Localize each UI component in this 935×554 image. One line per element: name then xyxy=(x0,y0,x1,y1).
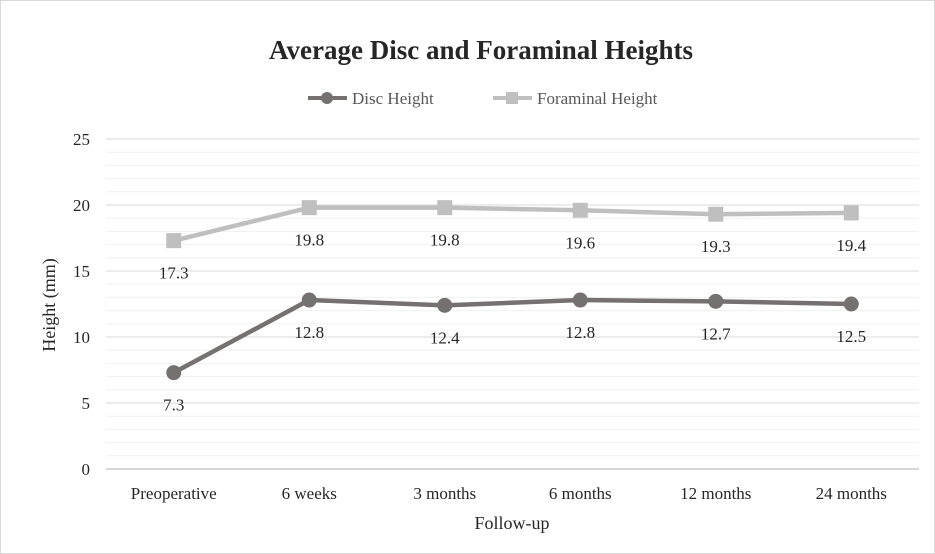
data-point xyxy=(166,365,182,381)
y-tick-label: 15 xyxy=(73,262,90,281)
data-label: 17.3 xyxy=(159,264,189,283)
series-foraminal-height xyxy=(166,200,859,249)
data-labels: 7.3 12.8 12.4 12.8 12.7 12.5 17.3 19.8 19.8 19.6 1… xyxy=(159,231,867,415)
data-label: 19.4 xyxy=(836,236,866,255)
chart-title: Average Disc and Foraminal Heights xyxy=(269,35,693,65)
y-tick-label: 25 xyxy=(73,130,90,149)
x-tick-label: 3 months xyxy=(413,484,476,503)
x-tick-label: 6 months xyxy=(549,484,612,503)
data-point xyxy=(843,205,859,221)
legend-entry-foraminal-height: Foraminal Height xyxy=(493,89,658,108)
x-tick-label: Preoperative xyxy=(131,484,217,503)
y-tick-label: 20 xyxy=(73,196,90,215)
data-point xyxy=(301,292,317,308)
data-point xyxy=(708,293,724,309)
data-point xyxy=(572,292,588,308)
data-label: 12.8 xyxy=(294,323,324,342)
legend: Disc Height Foraminal Height xyxy=(308,89,658,108)
series xyxy=(166,200,859,381)
series-disc-height xyxy=(166,292,859,381)
legend-label-foraminal-height: Foraminal Height xyxy=(537,89,658,108)
data-point xyxy=(572,202,588,218)
legend-label-disc-height: Disc Height xyxy=(352,89,434,108)
data-label: 19.8 xyxy=(294,231,324,250)
data-label: 7.3 xyxy=(163,396,184,415)
data-point xyxy=(166,233,182,249)
x-axis-ticks: Preoperative 6 weeks 3 months 6 months 12 mo… xyxy=(131,484,887,503)
series-line xyxy=(172,297,852,375)
data-label: 12.8 xyxy=(565,323,595,342)
x-axis-title: Follow-up xyxy=(474,513,549,533)
y-tick-label: 5 xyxy=(82,394,91,413)
data-label: 12.4 xyxy=(430,328,460,347)
x-tick-label: 6 weeks xyxy=(282,484,337,503)
data-label: 12.7 xyxy=(701,324,731,343)
y-axis-title: Height (mm) xyxy=(39,258,60,351)
gridlines xyxy=(106,138,919,470)
x-tick-label: 12 months xyxy=(680,484,751,503)
data-label: 19.8 xyxy=(430,231,460,250)
data-label: 12.5 xyxy=(836,327,866,346)
data-label: 19.6 xyxy=(565,233,595,252)
x-tick-label: 24 months xyxy=(816,484,887,503)
y-tick-label: 10 xyxy=(73,328,90,347)
data-point xyxy=(437,200,453,216)
data-point xyxy=(708,206,724,222)
data-point xyxy=(843,296,859,312)
data-point xyxy=(301,200,317,216)
data-point xyxy=(437,297,453,313)
series-line xyxy=(173,205,852,243)
y-axis-ticks: 0 5 10 15 20 25 xyxy=(73,130,90,479)
legend-entry-disc-height: Disc Height xyxy=(308,89,434,108)
y-tick-label: 0 xyxy=(82,460,91,479)
data-label: 19.3 xyxy=(701,237,731,256)
